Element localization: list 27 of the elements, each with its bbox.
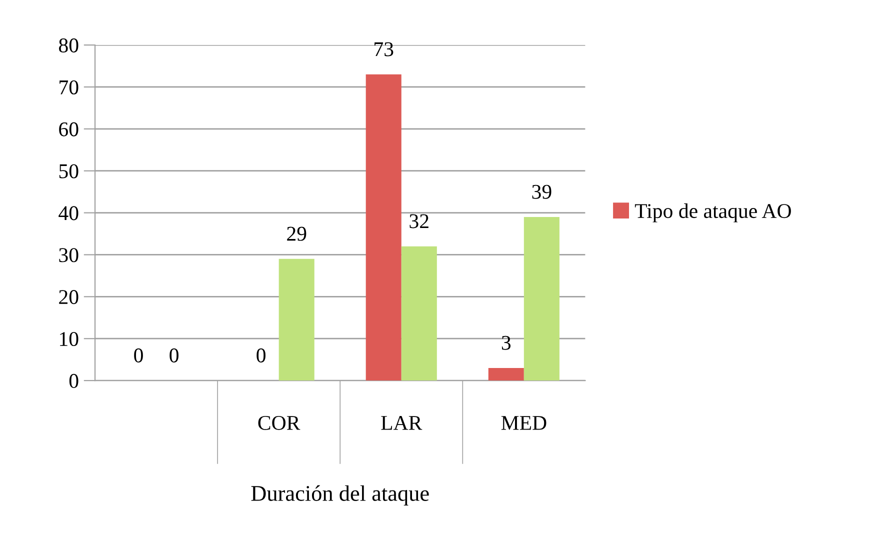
data-label: 3: [502, 336, 511, 350]
data-label: 0: [170, 348, 178, 362]
data-label: 32: [410, 214, 428, 228]
y-tick-label: 0: [69, 374, 78, 388]
y-tick-label: 50: [59, 164, 78, 178]
y-tick-label: 20: [59, 290, 78, 304]
y-tick-label: 30: [59, 248, 78, 262]
y-tick-label: 60: [59, 122, 78, 136]
bar: [401, 246, 437, 381]
bar: [488, 368, 524, 381]
bar: [366, 74, 402, 381]
bar: [278, 258, 314, 381]
data-label: 29: [287, 226, 306, 241]
x-tick-label: COR: [258, 416, 300, 430]
data-label: 0: [256, 348, 266, 362]
y-tick-label: 10: [60, 332, 78, 346]
x-tick-label: MED: [501, 416, 546, 430]
data-label: 39: [532, 184, 552, 199]
y-tick-label: 80: [59, 38, 78, 52]
x-tick-label: LAR: [381, 416, 422, 430]
y-tick-label: 70: [60, 80, 78, 94]
legend-label: Tipo de ataque AO: [634, 203, 791, 222]
data-label: 73: [374, 42, 394, 56]
bar: [524, 216, 560, 381]
x-axis-title: Duración del ataque: [251, 485, 429, 506]
y-tick-label: 40: [58, 206, 78, 220]
data-label: 0: [134, 348, 143, 362]
